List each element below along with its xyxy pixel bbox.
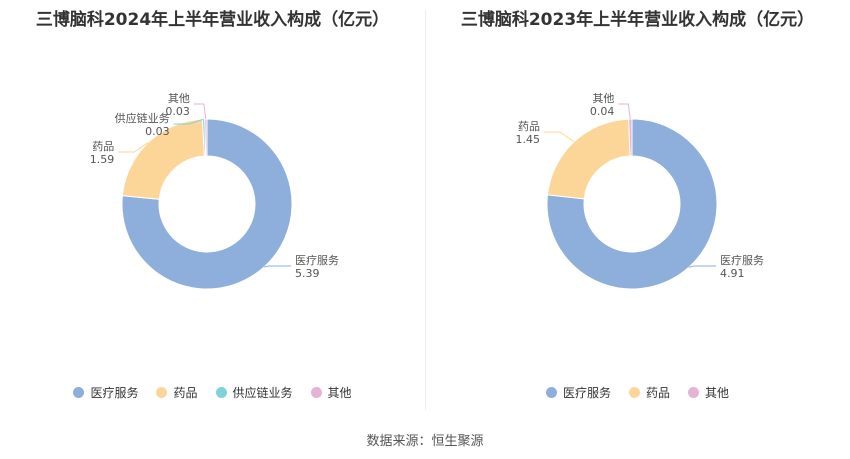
chart-panel-2024: 三博脑科2024年上半年营业收入构成（亿元） 医疗服务 5.39 药品 1.59 供应链… bbox=[0, 0, 425, 410]
legend-dot-icon bbox=[73, 387, 85, 398]
data-label-name: 其他 bbox=[168, 92, 190, 105]
data-label-name: 供应链业务 bbox=[115, 111, 170, 125]
data-label-name: 其他 bbox=[592, 92, 614, 105]
legend-dot-icon bbox=[545, 387, 557, 398]
data-label-value: 0.04 bbox=[590, 105, 615, 118]
legend-label: 医疗服务 bbox=[562, 386, 611, 400]
label-line bbox=[193, 103, 207, 120]
legend-dot-icon bbox=[310, 387, 322, 398]
data-label-value: 5.39 bbox=[295, 267, 320, 280]
panel-divider bbox=[425, 10, 426, 410]
legend-item[interactable]: 其他 bbox=[310, 384, 352, 401]
label-line bbox=[173, 118, 204, 125]
legend-item[interactable]: 医疗服务 bbox=[545, 384, 611, 401]
data-source: 数据来源：恒生聚源 bbox=[366, 434, 484, 449]
data-label-name: 医疗服务 bbox=[295, 253, 339, 267]
chart-title: 三博脑科2024年上半年营业收入构成（亿元） bbox=[35, 10, 390, 30]
label-line bbox=[688, 265, 716, 268]
donut-slice-药品 bbox=[546, 118, 631, 200]
legend-dot-icon bbox=[688, 387, 699, 398]
data-label-name: 药品 bbox=[92, 140, 114, 153]
label-line bbox=[118, 142, 149, 153]
legend-2023: 医疗服务 药品 其他 bbox=[425, 384, 850, 401]
legend-2024: 医疗服务 药品 供应链业务 其他 bbox=[0, 384, 425, 401]
legend-dot-icon bbox=[628, 387, 640, 398]
legend-label: 其他 bbox=[327, 386, 352, 400]
legend-label: 药品 bbox=[645, 386, 670, 400]
donut-slice-其他 bbox=[628, 118, 633, 157]
data-label-value: 4.91 bbox=[720, 267, 745, 280]
data-label-name: 药品 bbox=[518, 120, 540, 133]
label-line bbox=[618, 103, 631, 120]
legend-label: 药品 bbox=[173, 386, 198, 400]
label-line bbox=[543, 131, 575, 143]
data-label-name: 医疗服务 bbox=[720, 253, 764, 267]
legend-dot-icon bbox=[215, 387, 227, 398]
legend-label: 供应链业务 bbox=[232, 386, 293, 400]
chart-panel-2023: 三博脑科2023年上半年营业收入构成（亿元） 医疗服务 4.91 药品 1.45 其他 0… bbox=[425, 0, 850, 410]
legend-label: 医疗服务 bbox=[90, 386, 139, 400]
data-label-value: 0.03 bbox=[145, 125, 170, 138]
legend-item[interactable]: 供应链业务 bbox=[215, 384, 293, 401]
chart-title: 三博脑科2023年上半年营业收入构成（亿元） bbox=[460, 10, 815, 30]
legend-item[interactable]: 医疗服务 bbox=[73, 384, 138, 401]
legend-label: 其他 bbox=[705, 386, 730, 400]
data-label-value: 1.45 bbox=[515, 133, 540, 146]
legend-item[interactable]: 药品 bbox=[628, 384, 670, 401]
legend-item[interactable]: 其他 bbox=[688, 384, 729, 401]
legend-dot-icon bbox=[156, 387, 168, 398]
legend-item[interactable]: 药品 bbox=[156, 384, 198, 401]
donut-slice-医疗服务 bbox=[121, 118, 293, 290]
label-line bbox=[263, 265, 291, 268]
donut-slice-医疗服务 bbox=[546, 118, 718, 290]
data-label-value: 1.59 bbox=[90, 153, 115, 166]
data-label-value: 0.03 bbox=[165, 105, 190, 118]
